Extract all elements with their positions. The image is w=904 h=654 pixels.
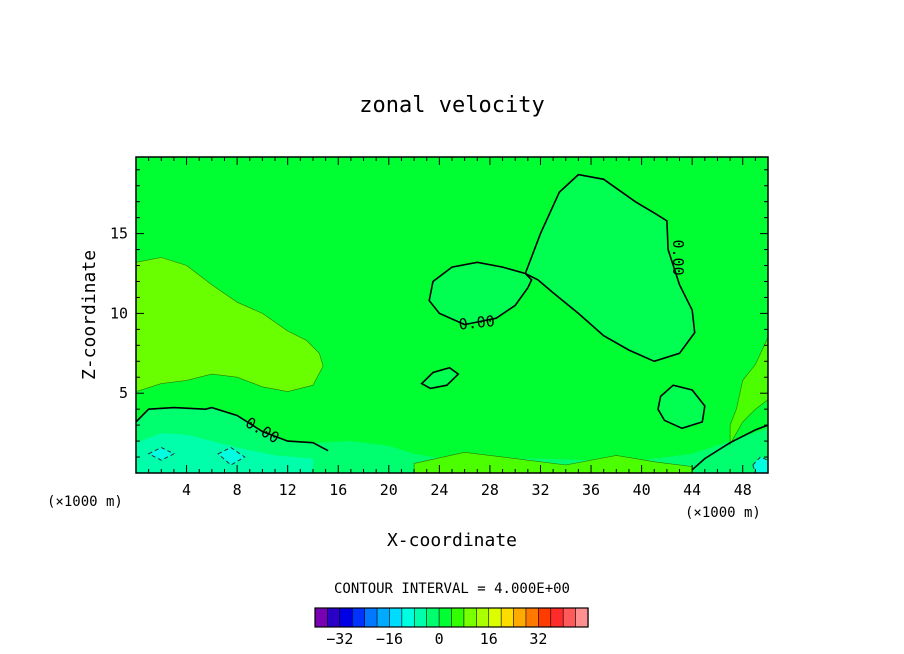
colorbar-swatch <box>426 607 440 628</box>
colorbar-swatch <box>476 607 490 628</box>
colorbar-swatch <box>351 607 366 628</box>
x-tick-label: 48 <box>734 481 752 499</box>
colorbar-swatch <box>525 607 539 628</box>
x-unit-right: (×1000 m) <box>685 505 761 521</box>
field-region-negative-cell <box>217 446 246 466</box>
x-unit-left: (×1000 m) <box>47 494 123 510</box>
colorbar-swatch <box>438 607 453 628</box>
zero-contour-small-cell <box>420 366 460 390</box>
x-tick-label: 36 <box>582 481 600 499</box>
zero-contour-middle <box>428 261 533 326</box>
colorbar-swatch <box>364 607 378 628</box>
colorbar-swatch <box>327 607 341 628</box>
colorbar-swatch <box>562 607 577 628</box>
x-tick-label: 40 <box>633 481 651 499</box>
colorbar-tick-label: 16 <box>480 630 498 648</box>
colorbar-swatch <box>500 607 515 628</box>
contour-label: 0.00 <box>669 239 687 275</box>
field-region-negative-cell <box>147 446 176 461</box>
chart-title: zonal velocity <box>359 93 544 118</box>
velocity-field: 0.000.000.00 <box>135 157 769 474</box>
field-region-positive-left <box>135 257 324 393</box>
x-tick-label: 4 <box>182 481 191 499</box>
x-tick-label: 44 <box>683 481 701 499</box>
contour-interval-text: CONTOUR INTERVAL = 4.000E+00 <box>334 581 570 597</box>
x-tick-label: 8 <box>233 481 242 499</box>
zero-contour-lower <box>135 406 329 452</box>
colorbar-tick-label: −16 <box>376 630 403 648</box>
x-tick-label: 12 <box>279 481 297 499</box>
colorbar-tick-label: −32 <box>326 630 353 648</box>
colorbar-swatch <box>550 607 564 628</box>
colorbar-tick-label: 0 <box>435 630 444 648</box>
contour-label: 0.00 <box>458 312 496 334</box>
colorbar: −32 −16 0 16 32 <box>314 607 589 648</box>
x-tick-label: 16 <box>329 481 347 499</box>
x-tick-label: 28 <box>481 481 499 499</box>
x-axis-label: X-coordinate <box>387 530 517 551</box>
colorbar-swatch <box>451 607 465 628</box>
colorbar-swatch <box>513 607 527 628</box>
x-tick-label: 20 <box>380 481 398 499</box>
colorbar-swatch <box>575 607 589 628</box>
field-region-negative-cell <box>752 456 769 474</box>
colorbar-swatch <box>488 607 502 628</box>
zero-contour-right-cell <box>657 384 706 430</box>
colorbar-tick-label: 32 <box>529 630 547 648</box>
colorbar-swatch <box>389 607 403 628</box>
field-region-lower-band <box>136 407 768 473</box>
colorbar-swatch <box>376 607 391 628</box>
x-tick-label: 24 <box>430 481 448 499</box>
y-tick-label: 15 <box>110 225 128 243</box>
field-region-positive-right <box>729 337 769 446</box>
colorbar-frame <box>314 607 589 628</box>
colorbar-swatch <box>314 607 329 628</box>
y-tick-label: 5 <box>119 384 128 402</box>
colorbar-swatch <box>463 607 477 628</box>
colorbar-swatch <box>413 607 428 628</box>
zero-contour-lower-right <box>691 424 769 471</box>
x-tick-label: 32 <box>531 481 549 499</box>
zero-contour-upper <box>524 173 696 363</box>
colorbar-swatch <box>401 607 415 628</box>
y-tick-label: 10 <box>110 304 128 322</box>
colorbar-swatch <box>538 607 552 628</box>
colorbar-swatch <box>339 607 353 628</box>
y-axis-label: Z-coordinate <box>79 250 100 380</box>
